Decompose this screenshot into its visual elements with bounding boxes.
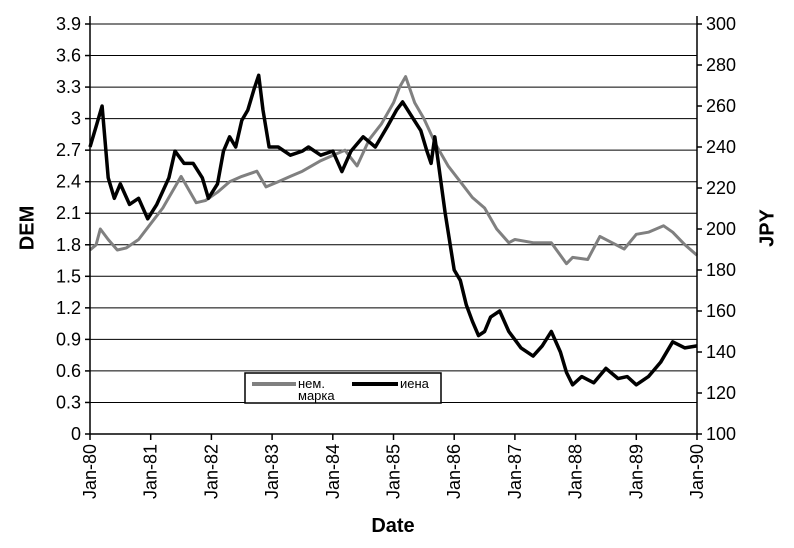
right-tick-label: 240 — [706, 137, 736, 157]
x-tick-label: Jan-82 — [201, 444, 221, 499]
right-tick-label: 100 — [706, 424, 736, 444]
x-tick-label: Jan-90 — [687, 444, 707, 499]
left-tick-label: 1.2 — [56, 298, 81, 318]
x-tick-label: Jan-80 — [80, 444, 100, 499]
left-tick-label: 3 — [71, 109, 81, 129]
right-tick-label: 220 — [706, 178, 736, 198]
x-tick-label: Jan-85 — [384, 444, 404, 499]
series-line-jpy — [88, 73, 698, 387]
left-tick-label: 3.9 — [56, 14, 81, 34]
right-axis-ticks: 100 120 140 160 180 200 220 240 260 280 300 — [697, 14, 736, 444]
legend-label-dem-line2: марка — [298, 388, 335, 403]
x-axis-ticks: Jan-80 Jan-81 Jan-82 Jan-83 Jan-84 Jan-85 Jan-… — [80, 434, 707, 499]
series-line-dem — [89, 75, 698, 266]
right-tick-label: 180 — [706, 260, 736, 280]
left-tick-label: 2.7 — [56, 140, 81, 160]
x-tick-label: Jan-83 — [262, 444, 282, 499]
legend: нем. марка иена — [244, 372, 442, 404]
legend-label-jpy: иена — [400, 376, 430, 391]
right-tick-label: 200 — [706, 219, 736, 239]
legend-box — [244, 372, 442, 404]
left-tick-label: 3.3 — [56, 77, 81, 97]
x-tick-label: Jan-87 — [505, 444, 525, 499]
right-tick-label: 260 — [706, 96, 736, 116]
left-tick-label: 1.5 — [56, 266, 81, 286]
left-tick-label: 2.1 — [56, 203, 81, 223]
legend-label-dem-line1: нем. — [298, 376, 325, 391]
right-tick-label: 160 — [706, 301, 736, 321]
right-axis-title: JPY — [756, 208, 778, 246]
left-tick-label: 3.6 — [56, 46, 81, 66]
right-tick-label: 280 — [706, 55, 736, 75]
x-tick-label: Jan-89 — [626, 444, 646, 499]
x-tick-label: Jan-84 — [323, 444, 343, 499]
left-tick-label: 0.6 — [56, 361, 81, 381]
x-tick-label: Jan-88 — [566, 444, 586, 499]
left-tick-label: 0.3 — [56, 392, 81, 412]
x-tick-label: Jan-86 — [444, 444, 464, 499]
left-axis-ticks: 0 0.3 0.6 0.9 1.2 1.5 1.8 2.1 2.4 2.7 3 3.3 3.6 3.9 — [56, 14, 90, 444]
right-tick-label: 300 — [706, 14, 736, 34]
left-tick-label: 2.4 — [56, 172, 81, 192]
left-tick-label: 1.8 — [56, 235, 81, 255]
right-tick-label: 140 — [706, 342, 736, 362]
grid-lines — [90, 23, 697, 403]
x-tick-label: Jan-81 — [141, 444, 161, 499]
series-layer — [88, 73, 698, 387]
left-tick-label: 0 — [71, 424, 81, 444]
right-tick-label: 120 — [706, 383, 736, 403]
x-axis-title: Date — [371, 515, 414, 537]
left-axis-title: DEM — [16, 206, 38, 250]
left-tick-label: 0.9 — [56, 329, 81, 349]
